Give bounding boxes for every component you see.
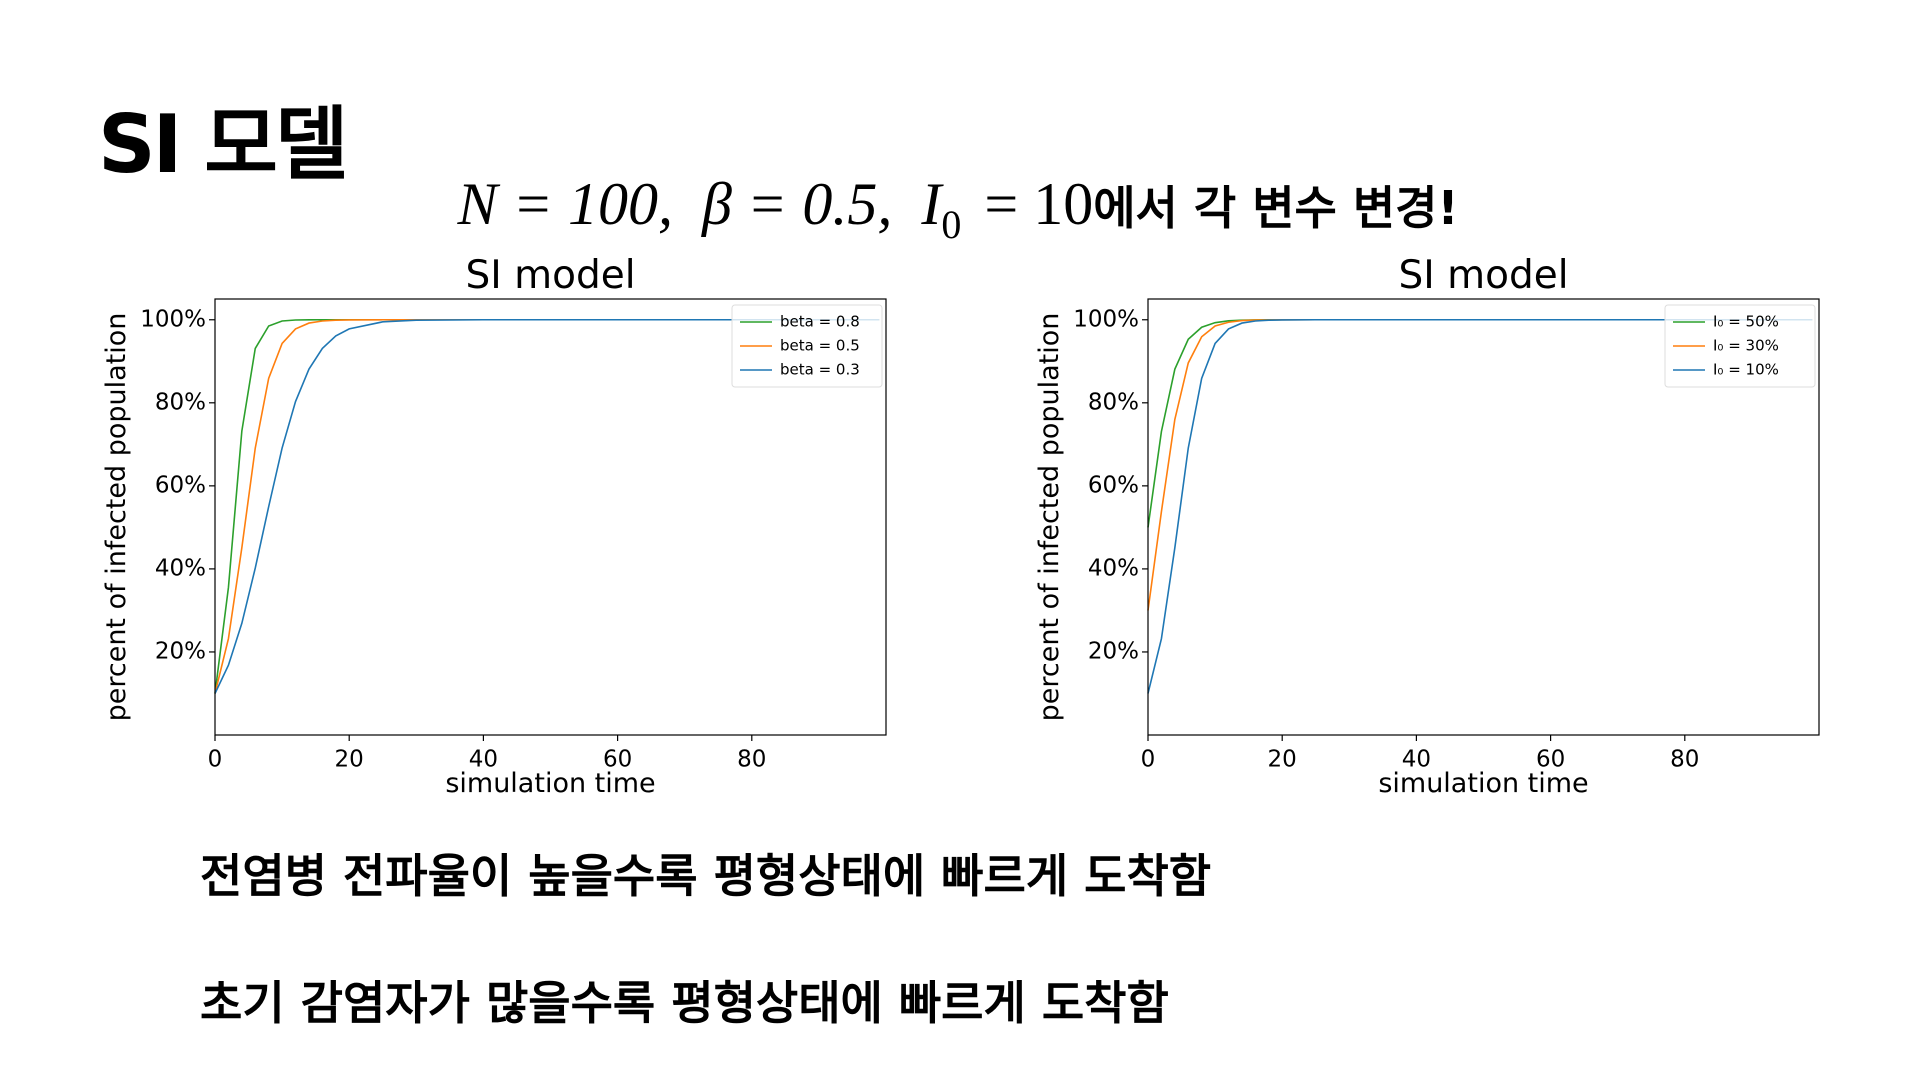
x-tick-label: 20 [335, 747, 364, 773]
y-tick-label: 40% [1088, 555, 1139, 581]
x-tick-label: 80 [737, 747, 766, 773]
note: 전염병 전파율이 높을수록 평형상태에 빠르게 도착함 [200, 849, 1211, 903]
x-tick-label: 80 [1670, 747, 1699, 773]
note: 초기 감염자가 많을수록 평형상태에 빠르게 도착함 [200, 976, 1169, 1030]
slide-title: SI 모델 [98, 98, 345, 191]
x-tick-label: 0 [208, 747, 223, 773]
x-tick-label: 0 [1141, 747, 1156, 773]
y-tick-label: 40% [155, 555, 206, 581]
y-tick-label: 80% [155, 389, 206, 415]
legend-label: beta = 0.3 [780, 361, 860, 379]
y-tick-label: 60% [155, 472, 206, 498]
y-tick-label: 20% [1088, 638, 1139, 664]
x-tick-label: 40 [1402, 747, 1431, 773]
subtitle: N = 100, β = 0.5, I0 = 10에서 각 변수 변경! [457, 171, 1459, 251]
series-line [214, 318, 880, 694]
x-axis-label: simulation time [1378, 768, 1588, 799]
x-tick-label: 60 [1536, 747, 1565, 773]
subtitle-part: = 10 [984, 171, 1093, 237]
legend-label: I₀ = 50% [1713, 313, 1779, 331]
x-tick-label: 40 [469, 747, 498, 773]
legend-box [731, 304, 883, 388]
subtitle-part: β = 0.5, [701, 171, 892, 237]
subtitle-part: 0 [941, 202, 961, 247]
legend-label: beta = 0.8 [780, 313, 860, 331]
y-tick-label: 80% [1088, 389, 1139, 415]
legend-box [1664, 304, 1816, 388]
series-line [1147, 318, 1813, 694]
legend-label: beta = 0.5 [780, 337, 860, 355]
x-tick-label: 20 [1268, 747, 1297, 773]
subtitle-part: 에서 각 변수 변경! [1093, 181, 1458, 235]
chart-title: SI model [1398, 253, 1568, 298]
subtitle-part: N = 100, [457, 171, 674, 237]
plot-frame [214, 298, 887, 736]
y-tick-label: 20% [155, 638, 206, 664]
x-tick-label: 60 [603, 747, 632, 773]
y-tick-label: 100% [1073, 306, 1139, 332]
chart-title: SI model [465, 253, 635, 298]
subtitle-part: I [920, 171, 944, 237]
legend-label: I₀ = 10% [1713, 361, 1779, 379]
y-tick-label: 60% [1088, 472, 1139, 498]
plot-frame [1147, 298, 1820, 736]
y-axis-label: percent of infected population [1034, 313, 1065, 722]
x-axis-label: simulation time [445, 768, 655, 799]
legend-label: I₀ = 30% [1713, 337, 1779, 355]
y-axis-label: percent of infected population [101, 313, 132, 722]
y-tick-label: 100% [140, 306, 206, 332]
